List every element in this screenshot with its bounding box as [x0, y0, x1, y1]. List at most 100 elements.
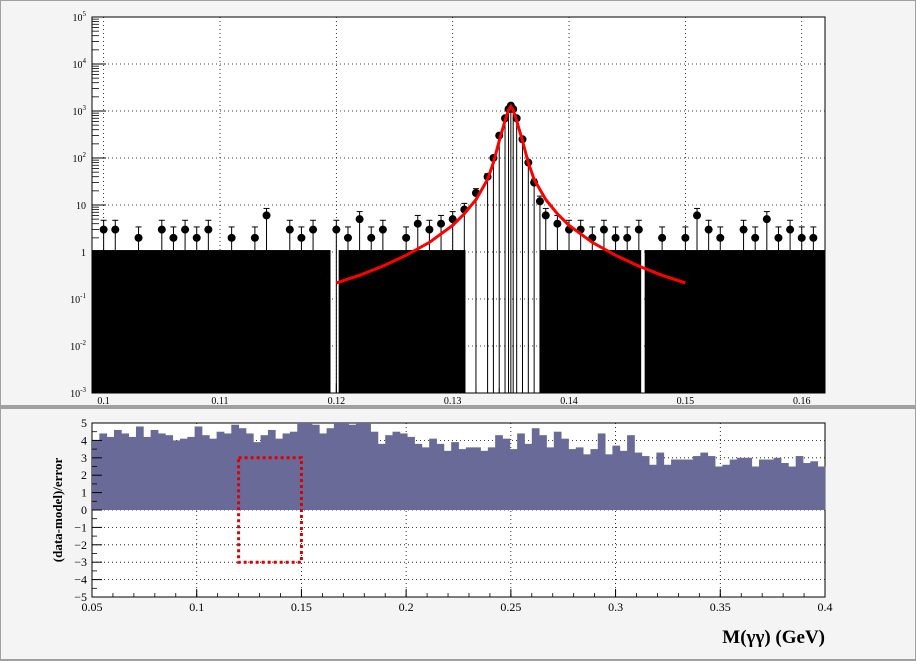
residual-bar	[150, 429, 159, 510]
residual-bar	[656, 452, 665, 510]
residual-bar	[480, 450, 489, 510]
residual-bar	[458, 449, 467, 510]
bottom-x-tick-label: 0.4	[818, 600, 833, 614]
residual-bar	[238, 428, 247, 510]
residual-bar	[355, 423, 364, 510]
residual-bar	[619, 450, 628, 510]
top-data-point	[658, 233, 667, 242]
top-data-point	[634, 225, 643, 234]
top-y-tick-label: 10	[76, 201, 86, 212]
residual-bar	[517, 433, 525, 510]
top-data-point	[762, 215, 771, 224]
bottom-y-tick-label: −3	[74, 555, 87, 569]
bottom-y-tick-label: −1	[74, 520, 87, 534]
residual-bar	[641, 456, 650, 510]
top-fit-line	[335, 103, 686, 285]
residual-bar	[766, 459, 775, 510]
bottom-x-tick-label: 0.35	[710, 600, 731, 614]
highlight-box	[237, 456, 303, 564]
residual-bar	[671, 459, 679, 510]
residual-bar	[443, 450, 452, 510]
bottom-y-tick-label: 5	[81, 416, 87, 430]
residual-bar	[509, 449, 518, 510]
top-x-tick-label: 0.12	[328, 396, 346, 407]
residual-bar	[810, 461, 819, 510]
top-x-tick-label: 0.11	[211, 396, 228, 407]
residual-bar	[377, 443, 386, 510]
residual-bar	[282, 433, 291, 510]
residual-bar	[319, 433, 327, 510]
top-data-point	[285, 225, 294, 234]
residual-bar	[605, 454, 613, 510]
residual-bar	[157, 433, 166, 510]
bottom-x-tick-label: 0.1	[189, 600, 204, 614]
residual-bar	[773, 457, 782, 510]
top-data-point	[181, 225, 190, 234]
residual-bar	[179, 438, 188, 510]
bottom-x-axis-label: M(γγ) (GeV)	[722, 627, 825, 648]
bottom-x-tick-label: 0.15	[291, 600, 312, 614]
residual-bar	[722, 464, 731, 510]
bottom-x-tick-label: 0.2	[399, 600, 414, 614]
bottom-axes: 0.05 0.1 0.15 0.2 0.25 0.3 0.35 0.4 −5 −4 −3 −2 −1 0 1…	[74, 416, 832, 614]
residual-bar	[385, 435, 393, 510]
residual-bar	[414, 443, 423, 510]
top-x-tick-label: 0.1	[97, 396, 110, 407]
top-data-point	[157, 225, 166, 234]
residual-bar	[333, 423, 342, 510]
residual-bar	[253, 442, 261, 510]
residual-bar	[737, 457, 745, 510]
residual-bar	[326, 428, 335, 510]
residual-bar	[744, 457, 753, 510]
residual-bar	[729, 459, 738, 510]
residual-bar	[524, 443, 533, 510]
residual-bar	[348, 424, 357, 510]
bottom-y-tick-label: 3	[81, 451, 87, 465]
residual-bar	[399, 433, 408, 510]
residual-bar	[627, 435, 635, 510]
top-data-point	[541, 211, 550, 220]
residual-bar	[487, 447, 496, 510]
residual-bar	[194, 426, 203, 510]
top-fit-curve	[335, 103, 686, 285]
top-data-point	[169, 233, 178, 242]
top-error-band	[644, 250, 825, 393]
residual-bar	[700, 452, 709, 510]
bottom-y-tick-label: 0	[81, 503, 87, 517]
bottom-y-tick-label: −4	[74, 573, 87, 587]
top-data-point	[786, 225, 795, 234]
top-x-tick-label: 0.14	[560, 396, 578, 407]
residual-bar	[451, 442, 459, 510]
residual-bar	[187, 436, 196, 510]
top-error-band	[539, 250, 642, 393]
bottom-y-axis-label: (data-model)/error	[50, 458, 65, 563]
residual-bar	[297, 423, 305, 510]
top-data-point	[809, 233, 818, 242]
residual-bar	[678, 459, 687, 510]
top-data-point	[332, 225, 341, 234]
bottom-y-tick-label: −5	[74, 590, 87, 604]
top-y-tick-label: 1	[81, 248, 86, 259]
top-data-point	[599, 225, 608, 234]
top-data-point	[716, 233, 725, 242]
residual-bar	[429, 438, 437, 510]
residual-bar	[707, 456, 716, 510]
residual-bar	[531, 428, 540, 510]
residual-bar	[546, 447, 555, 510]
top-data-point	[343, 233, 352, 242]
top-data-point	[425, 225, 434, 234]
top-data-point	[250, 233, 259, 242]
top-error-bands	[92, 250, 825, 393]
top-data-point	[437, 219, 446, 228]
residual-bar	[172, 440, 181, 510]
bottom-y-tick-label: 1	[81, 486, 87, 500]
residual-bar	[363, 423, 371, 510]
residual-bar	[561, 438, 569, 510]
bottom-x-tick-label: 0.25	[500, 600, 521, 614]
top-data-point	[402, 233, 411, 242]
top-error-band	[338, 250, 466, 393]
residual-bar	[421, 447, 430, 510]
residual-bar	[795, 456, 804, 510]
residual-bar	[575, 447, 584, 510]
residual-bar	[590, 449, 599, 510]
